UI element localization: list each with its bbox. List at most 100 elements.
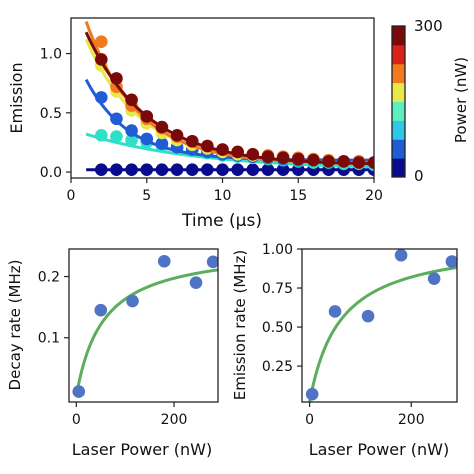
data-point: [427, 272, 441, 285]
y-tick-label: 0.75: [262, 281, 293, 297]
colorbar-segment: [392, 26, 405, 46]
x-tick-label: 200: [161, 412, 188, 428]
data-point: [307, 153, 320, 167]
data-point: [261, 150, 275, 163]
bottom-right-panel: 0 200 0.25 0.50 0.75 1.00 Laser Power (nW) E…: [231, 242, 458, 459]
data-point: [185, 134, 199, 148]
y-tick-label: 0.5: [40, 106, 62, 122]
data-point: [95, 129, 108, 142]
emission-series-0: [86, 163, 374, 177]
y-tick-label: 0.1: [38, 331, 60, 347]
colorbar-segment: [392, 44, 405, 65]
x-tick-label: 15: [289, 188, 307, 204]
y-tick-label: 1.00: [262, 242, 293, 258]
data-point: [337, 155, 351, 168]
data-point: [185, 163, 199, 177]
top-y-axis-label: Emission: [7, 62, 26, 133]
data-point: [291, 152, 305, 166]
colorbar-label: Power (nW): [452, 57, 470, 143]
data-point: [125, 163, 138, 177]
y-tick-label: 0.50: [262, 320, 293, 336]
data-point: [95, 53, 108, 66]
colorbar-segment: [392, 158, 405, 178]
y-tick-label: 0.25: [262, 359, 293, 375]
data-point: [72, 385, 86, 398]
x-tick-label: 10: [214, 188, 232, 204]
x-tick-label: 0: [305, 412, 314, 428]
data-point: [189, 276, 203, 289]
data-point: [140, 132, 154, 146]
data-point: [110, 163, 123, 177]
colorbar-segment: [392, 120, 405, 140]
data-point: [216, 143, 229, 156]
data-point: [110, 130, 123, 143]
data-point: [305, 387, 319, 401]
y-tick-label: 1.0: [40, 47, 62, 63]
colorbar-min-label: 0: [414, 167, 424, 185]
x-tick-label: 200: [398, 412, 425, 428]
data-point: [125, 93, 138, 107]
x-tick-label: 0: [72, 412, 81, 428]
y-tick-label: 0.2: [38, 270, 60, 286]
data-point: [170, 163, 184, 177]
colorbar-segment: [392, 139, 405, 159]
colorbar: [392, 26, 405, 178]
colorbar-segment: [392, 101, 405, 121]
data-point: [157, 254, 171, 268]
data-point: [126, 294, 139, 308]
data-point: [352, 156, 366, 169]
data-point: [231, 145, 244, 159]
bl-y-axis-label: Decay rate (MHz): [6, 260, 24, 391]
data-point: [231, 163, 244, 177]
bl-x-axis-label: Laser Power (nW): [72, 440, 212, 459]
data-point: [361, 309, 375, 323]
data-point: [201, 163, 214, 177]
bottom-left-panel: 0 200 0.1 0.2 Laser Power (nW) Decay rate …: [6, 248, 219, 459]
colorbar-frame: [391, 25, 406, 178]
x-tick-label: 5: [142, 188, 151, 204]
data-point: [276, 151, 290, 165]
br-y-axis-label: Emission rate (MHz): [231, 250, 249, 401]
data-point: [276, 163, 290, 177]
data-point: [95, 91, 108, 104]
data-point: [140, 110, 154, 123]
data-point: [110, 72, 123, 85]
emission-series-5: [84, 31, 374, 169]
data-point: [95, 163, 108, 177]
data-point: [94, 303, 108, 317]
data-point: [155, 137, 169, 150]
data-point: [206, 255, 218, 269]
y-tick-label: 0.0: [40, 165, 62, 181]
data-point: [155, 163, 169, 177]
top-panel: 0 5 10 15 20 0.0 0.5 1.0 Time (μs) Emission 30…: [7, 17, 470, 231]
data-point: [170, 129, 184, 142]
data-point: [155, 120, 169, 134]
data-point: [367, 156, 374, 169]
saturation-fit-curve: [308, 265, 457, 402]
data-point: [95, 35, 108, 49]
x-tick-label: 20: [365, 188, 383, 204]
data-point: [125, 133, 138, 147]
data-point: [110, 112, 123, 126]
bl-plot-frame: [68, 248, 219, 403]
colorbar-segment: [392, 63, 405, 84]
top-x-axis-label: Time (μs): [181, 211, 262, 231]
data-point: [246, 147, 260, 161]
colorbar-segment: [392, 82, 405, 102]
data-point: [261, 163, 275, 177]
data-point: [322, 155, 335, 168]
data-point: [394, 249, 408, 262]
data-point: [246, 163, 260, 177]
colorbar-max-label: 300: [414, 17, 443, 35]
br-x-axis-label: Laser Power (nW): [309, 440, 449, 459]
saturation-fit-curve: [74, 268, 218, 397]
data-point: [201, 139, 214, 153]
br-plot-frame: [301, 248, 458, 403]
data-point: [445, 255, 457, 268]
data-point: [140, 163, 154, 177]
data-point: [216, 163, 229, 177]
x-tick-label: 0: [67, 188, 76, 204]
data-point: [328, 305, 342, 318]
data-point: [125, 124, 138, 137]
